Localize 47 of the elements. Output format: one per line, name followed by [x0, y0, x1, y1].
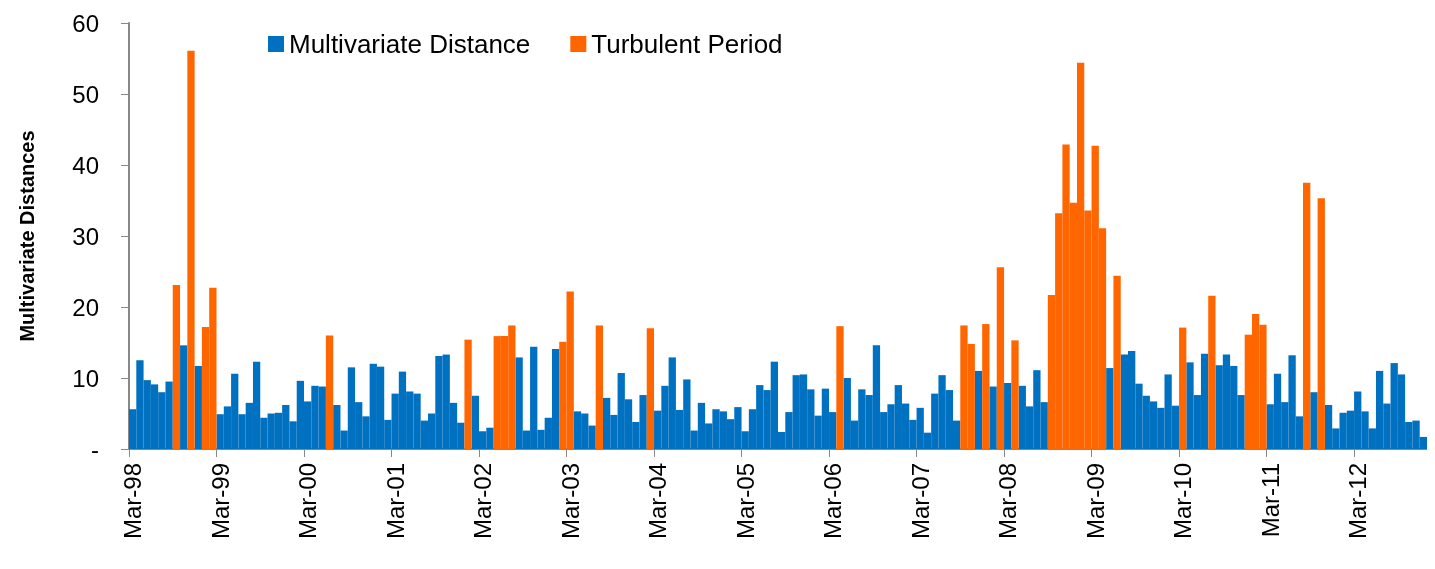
- y-tick-label: -: [91, 435, 99, 463]
- y-tick-label: 40: [72, 151, 99, 179]
- bar: [1113, 275, 1121, 449]
- x-tick-label: Mar-04: [644, 463, 672, 540]
- y-tick-label: 60: [72, 9, 99, 37]
- legend-label: Multivariate Distance: [289, 29, 531, 59]
- bar: [1179, 327, 1187, 449]
- bar: [1208, 295, 1216, 449]
- bar: [982, 324, 990, 449]
- x-tick-label: Mar-07: [906, 463, 934, 540]
- x-tick-label: Mar-08: [994, 463, 1022, 540]
- bar: [464, 339, 472, 449]
- bar: [595, 325, 603, 449]
- bar: [180, 345, 188, 449]
- x-tick-label: Mar-98: [119, 463, 147, 540]
- x-tick-label: Mar-01: [381, 463, 409, 540]
- y-tick-label: 30: [72, 222, 99, 250]
- bar: [325, 335, 334, 449]
- x-tick-label: Mar-00: [294, 463, 322, 540]
- bar: [1317, 198, 1325, 449]
- bar: [836, 326, 844, 449]
- x-tick-label: Mar-06: [819, 463, 847, 540]
- bar: [1004, 382, 1012, 449]
- x-tick-label: Mar-11: [1256, 463, 1284, 538]
- bar: [1011, 340, 1019, 449]
- x-tick-label: Mar-10: [1169, 463, 1197, 540]
- bar: [989, 386, 997, 449]
- y-tick-label: 20: [72, 293, 99, 321]
- bar: [646, 328, 655, 449]
- x-tick-label: Mar-99: [206, 463, 234, 540]
- bar: [974, 370, 983, 449]
- x-tick-label: Mar-03: [556, 463, 584, 540]
- y-axis-title: Multivariate Distances: [16, 130, 38, 342]
- bar: [187, 50, 195, 449]
- y-tick-label: 10: [72, 364, 99, 392]
- x-tick-label: Mar-05: [731, 463, 759, 540]
- bar: [1106, 368, 1114, 449]
- legend-label: Turbulent Period: [591, 29, 783, 59]
- x-tick-label: Mar-02: [469, 463, 497, 540]
- bar: [172, 284, 181, 449]
- bar: [194, 365, 202, 449]
- bar: [996, 267, 1005, 449]
- y-tick-label: 50: [72, 80, 99, 108]
- x-tick-label: Mar-09: [1081, 463, 1109, 540]
- bar: [1303, 182, 1311, 449]
- bar: [1310, 392, 1318, 449]
- x-tick-label: Mar-12: [1344, 463, 1372, 540]
